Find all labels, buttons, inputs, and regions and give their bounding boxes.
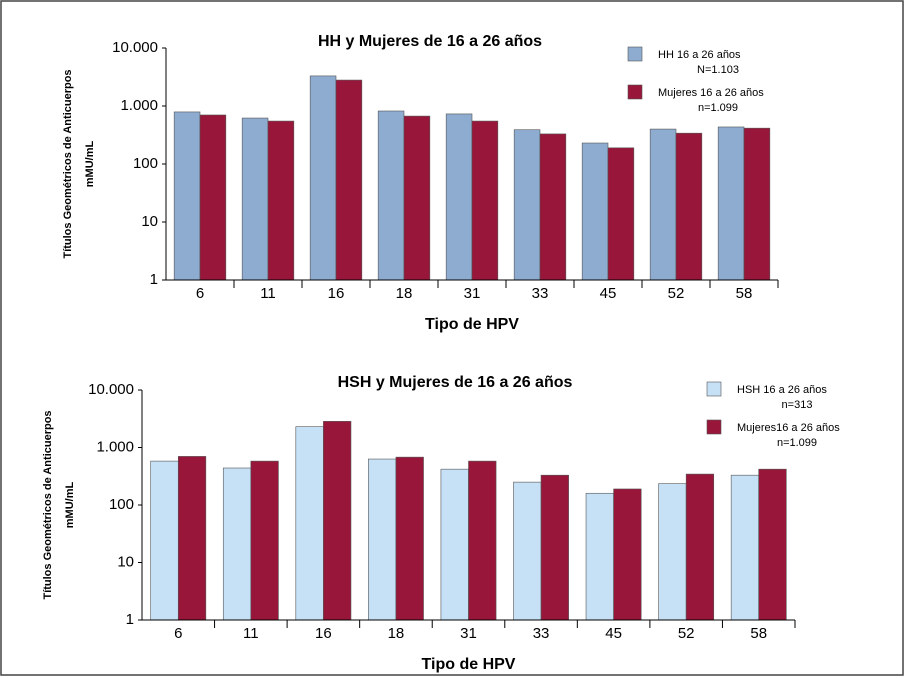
- bar: [150, 460, 179, 621]
- bar: [173, 111, 201, 281]
- x-tick-label: 31: [460, 625, 477, 642]
- bar: [403, 115, 431, 281]
- bar: [685, 473, 715, 621]
- x-tick-label: 52: [678, 625, 695, 642]
- bar: [222, 467, 252, 621]
- bar: [581, 142, 609, 281]
- x-tick-label: 18: [396, 285, 413, 302]
- bar: [675, 132, 703, 281]
- bar: [440, 468, 469, 621]
- bar: [368, 458, 397, 621]
- y-tick-label: 10: [141, 213, 158, 230]
- x-tick-label: 33: [532, 285, 549, 302]
- y-tick-label: 1: [126, 611, 134, 628]
- bar: [658, 483, 687, 621]
- bar: [513, 481, 542, 621]
- legend-label: Mujeres 16 a 26 años: [658, 87, 764, 99]
- y-axis-label: Títulos Geométricos de Anticuerpos: [42, 410, 54, 599]
- bar: [267, 120, 295, 281]
- x-tick-label: 31: [464, 285, 481, 302]
- x-tick-label: 33: [533, 625, 550, 642]
- x-tick-label: 45: [600, 285, 617, 302]
- legend-n: n=1.099: [777, 437, 817, 449]
- bar: [377, 110, 405, 281]
- x-tick-label: 52: [668, 285, 685, 302]
- y-tick-label: 100: [109, 496, 134, 513]
- legend-n: N=1.103: [697, 64, 739, 76]
- x-tick-label: 6: [196, 285, 204, 302]
- bar: [730, 474, 760, 621]
- y-tick-label: 1.000: [96, 438, 134, 455]
- bar: [758, 468, 787, 621]
- bar: [539, 133, 567, 281]
- x-tick-label: 16: [315, 625, 332, 642]
- x-tick-label: 6: [174, 625, 182, 642]
- bar: [335, 79, 363, 281]
- y-axis-label: mMU/mL: [64, 482, 76, 529]
- chart-title: HH y Mujeres de 16 a 26 años: [318, 33, 542, 50]
- bar: [295, 426, 324, 621]
- bar: [241, 117, 269, 281]
- y-axis-label: Títulos Geométricos de Anticuerpos: [62, 69, 74, 258]
- x-tick-label: 45: [605, 625, 622, 642]
- chart-title: HSH y Mujeres de 16 a 26 años: [338, 374, 573, 391]
- bar: [585, 492, 614, 621]
- x-tick-label: 18: [388, 625, 405, 642]
- bar: [613, 488, 642, 621]
- legend-label: HSH 16 a 26 años: [737, 384, 827, 396]
- legend-n: n=313: [782, 399, 813, 411]
- y-tick-label: 1: [150, 271, 158, 288]
- y-tick-label: 10: [117, 553, 134, 570]
- x-tick-label: 11: [260, 285, 276, 302]
- bar: [323, 421, 352, 621]
- y-tick-label: 10.000: [88, 381, 134, 398]
- legend-swatch: [706, 381, 722, 397]
- legend-swatch: [627, 46, 643, 62]
- legend-label: Mujeres16 a 26 años: [737, 422, 840, 434]
- bar: [513, 129, 541, 281]
- bar: [250, 460, 279, 621]
- bar: [199, 114, 227, 281]
- bar: [395, 456, 424, 621]
- bar: [717, 126, 745, 281]
- x-tick-label: 11: [243, 625, 259, 642]
- x-tick-label: 16: [328, 285, 345, 302]
- x-axis-label: Tipo de HPV: [425, 316, 519, 333]
- bar: [649, 128, 677, 281]
- bar: [743, 127, 771, 281]
- bar: [445, 113, 473, 281]
- bar: [471, 120, 499, 281]
- legend-swatch: [706, 419, 722, 435]
- bar: [540, 474, 569, 621]
- bar: [607, 147, 635, 281]
- bar: [468, 460, 497, 621]
- legend-n: n=1.099: [698, 102, 738, 114]
- y-tick-label: 100: [133, 155, 158, 172]
- legend-swatch: [627, 84, 643, 100]
- bar: [177, 456, 207, 621]
- x-axis-label: Tipo de HPV: [422, 656, 516, 673]
- x-tick-label: 58: [750, 625, 767, 642]
- bar: [309, 75, 337, 281]
- x-tick-label: 58: [736, 285, 753, 302]
- y-tick-label: 1.000: [120, 97, 158, 114]
- y-axis-label: mMU/mL: [84, 141, 96, 188]
- legend-label: HH 16 a 26 años: [658, 49, 741, 61]
- y-tick-label: 10.000: [112, 39, 158, 56]
